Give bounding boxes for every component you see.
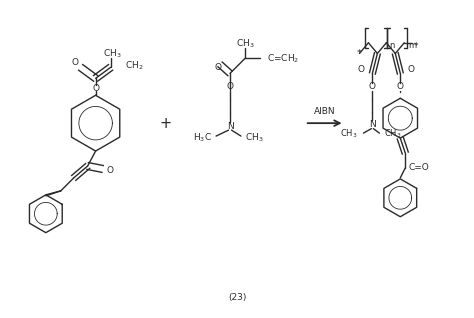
Text: O: O <box>227 82 234 91</box>
Text: O: O <box>92 84 99 93</box>
Text: O: O <box>215 63 221 72</box>
Text: CH$_3$: CH$_3$ <box>384 128 402 140</box>
Text: CH$_3$: CH$_3$ <box>103 47 122 60</box>
Text: CH$_2$: CH$_2$ <box>126 59 144 72</box>
Text: *: * <box>357 49 362 58</box>
Text: N: N <box>227 122 233 131</box>
Text: (23): (23) <box>228 293 246 302</box>
Text: O: O <box>358 65 365 74</box>
Text: O: O <box>71 58 78 67</box>
Text: O: O <box>397 82 404 91</box>
Text: *: * <box>414 42 419 51</box>
Text: CH$_3$: CH$_3$ <box>340 128 357 140</box>
Text: CH$_3$: CH$_3$ <box>245 132 264 144</box>
Text: C=O: C=O <box>408 163 429 172</box>
Text: C=CH$_2$: C=CH$_2$ <box>267 52 299 65</box>
Text: O: O <box>106 166 113 176</box>
Text: O: O <box>408 65 415 74</box>
Text: m: m <box>408 41 416 50</box>
Text: CH$_3$: CH$_3$ <box>236 37 254 50</box>
Text: N: N <box>369 120 376 129</box>
Text: H$_3$C: H$_3$C <box>193 132 212 144</box>
Text: +: + <box>159 116 172 131</box>
Text: n: n <box>389 41 394 50</box>
Text: AIBN: AIBN <box>314 107 336 116</box>
Text: O: O <box>369 82 376 91</box>
